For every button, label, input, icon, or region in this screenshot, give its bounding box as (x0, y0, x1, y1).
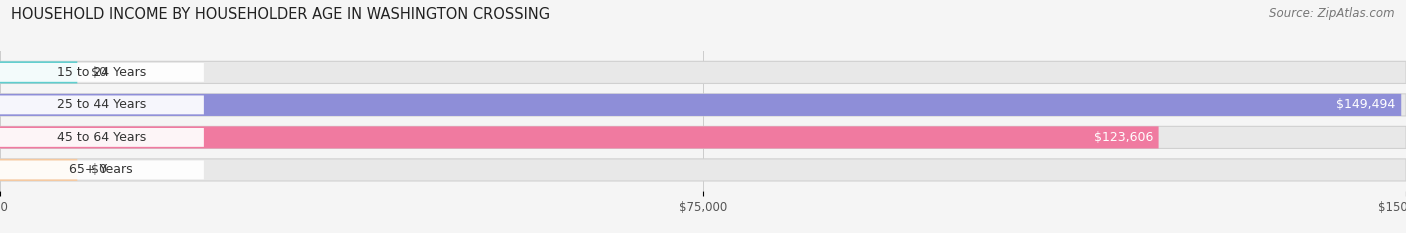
FancyBboxPatch shape (0, 96, 204, 114)
FancyBboxPatch shape (0, 61, 77, 83)
Text: $149,494: $149,494 (1336, 98, 1396, 111)
FancyBboxPatch shape (0, 94, 1406, 116)
Text: 65+ Years: 65+ Years (69, 163, 134, 176)
Text: HOUSEHOLD INCOME BY HOUSEHOLDER AGE IN WASHINGTON CROSSING: HOUSEHOLD INCOME BY HOUSEHOLDER AGE IN W… (11, 7, 550, 22)
FancyBboxPatch shape (0, 126, 1406, 148)
Text: 15 to 24 Years: 15 to 24 Years (56, 66, 146, 79)
FancyBboxPatch shape (0, 159, 77, 181)
FancyBboxPatch shape (0, 63, 204, 82)
Text: $0: $0 (91, 163, 107, 176)
Text: Source: ZipAtlas.com: Source: ZipAtlas.com (1270, 7, 1395, 20)
Text: 45 to 64 Years: 45 to 64 Years (56, 131, 146, 144)
Text: $123,606: $123,606 (1094, 131, 1153, 144)
FancyBboxPatch shape (0, 159, 1406, 181)
FancyBboxPatch shape (0, 161, 204, 179)
FancyBboxPatch shape (0, 126, 1159, 148)
Text: $0: $0 (91, 66, 107, 79)
FancyBboxPatch shape (0, 94, 1402, 116)
FancyBboxPatch shape (0, 128, 204, 147)
FancyBboxPatch shape (0, 61, 1406, 83)
Text: 25 to 44 Years: 25 to 44 Years (56, 98, 146, 111)
